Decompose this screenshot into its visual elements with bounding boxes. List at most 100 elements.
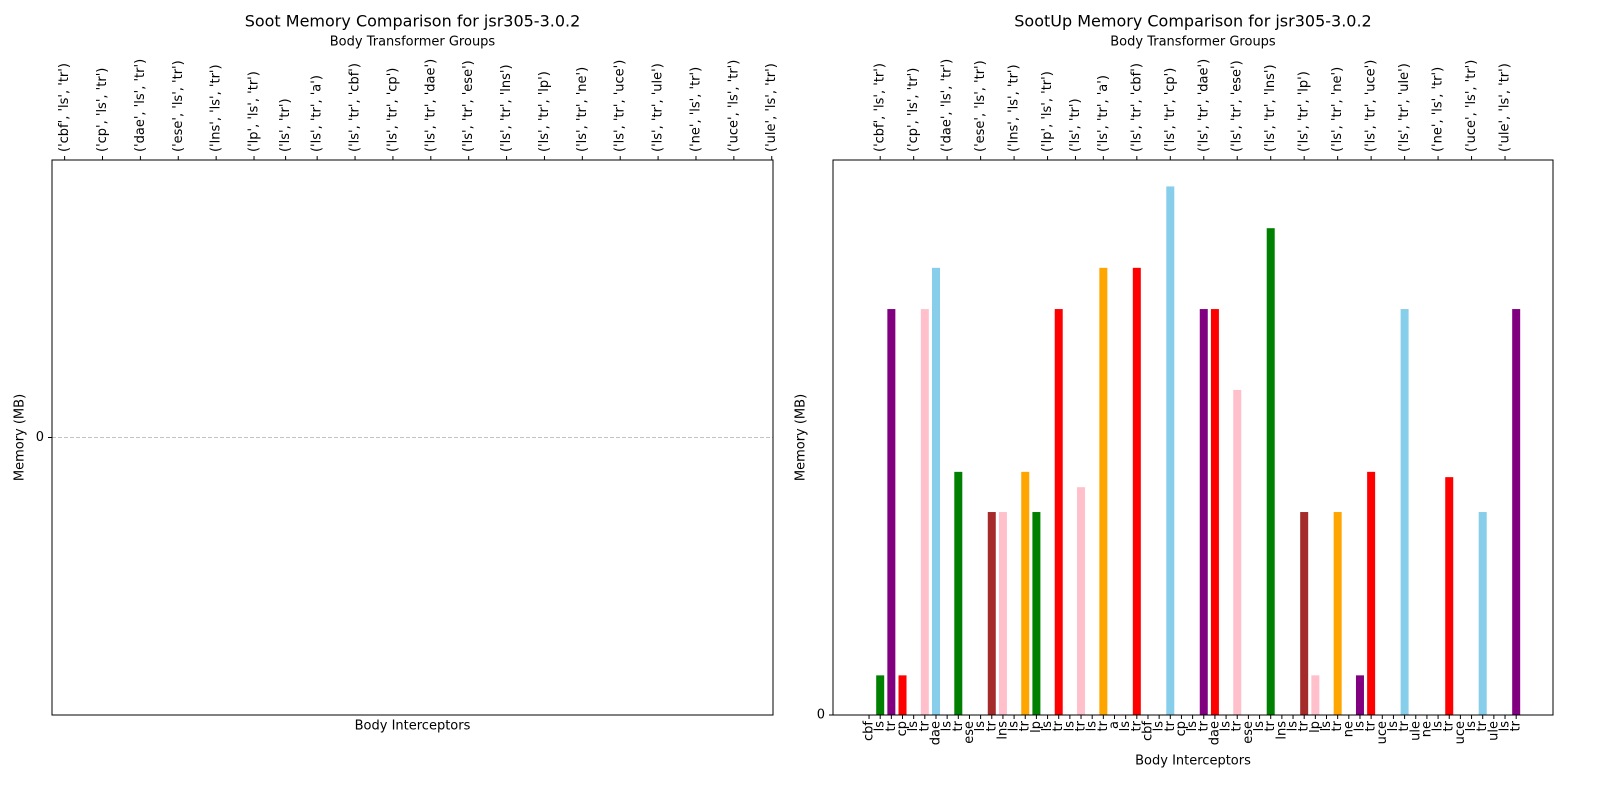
x-tick-label: ls — [1007, 721, 1022, 732]
x-tick-label: ls — [1118, 721, 1133, 732]
x-tick-label: tr — [984, 720, 999, 731]
group-label: ('dae', 'ls', 'tr') — [133, 59, 148, 152]
group-label: ('ls', 'tr', 'cp') — [385, 68, 400, 152]
plot-frame — [832, 159, 1554, 716]
x-axis-label: Body Interceptors — [1135, 754, 1251, 769]
x-tick-label: tr — [1051, 720, 1066, 731]
x-tick-label: ls — [1085, 721, 1100, 732]
x-tick-label: tr — [1397, 720, 1412, 731]
chart-title: SootUp Memory Comparison for jsr305-3.0.… — [1014, 12, 1371, 31]
bar — [1333, 512, 1342, 715]
group-label: ('lp', 'ls', 'tr') — [247, 71, 262, 152]
group-label: ('ls', 'tr') — [1068, 98, 1083, 152]
x-tick-label: dae — [1207, 721, 1222, 745]
x-tick-label: ls — [973, 721, 988, 732]
group-label: ('ls', 'tr', 'cbf') — [348, 63, 363, 152]
group-label: ('ls', 'tr', 'dae') — [1196, 59, 1211, 152]
group-label: ('ls', 'tr', 'ese') — [461, 60, 476, 152]
group-label: ('ls', 'tr', 'a') — [1096, 75, 1111, 152]
x-tick-label: ls — [940, 721, 955, 732]
x-tick-label: cp — [1174, 721, 1189, 736]
x-tick-label: uce — [1375, 721, 1390, 744]
x-tick-label: lns — [1274, 721, 1289, 740]
group-label: ('uce', 'ls', 'tr') — [726, 60, 741, 152]
top-axis-label: Body Transformer Groups — [1110, 35, 1276, 50]
bar — [1478, 512, 1487, 715]
bar — [1099, 267, 1108, 715]
x-tick-label: tr — [1230, 720, 1245, 731]
top-axis-label: Body Transformer Groups — [330, 35, 496, 50]
group-label: ('ls', 'tr', 'lns') — [499, 64, 514, 152]
plot-frame — [51, 159, 774, 716]
x-tick-label: ese — [1241, 721, 1256, 744]
bar — [1300, 512, 1309, 715]
group-label: ('ls', 'tr', 'uce') — [613, 60, 628, 152]
x-tick-label: ls — [1152, 721, 1167, 732]
chart-title: Soot Memory Comparison for jsr305-3.0.2 — [245, 12, 581, 31]
group-label: ('ls', 'tr', 'cbf') — [1129, 63, 1144, 152]
x-axis-label: Body Interceptors — [355, 719, 471, 734]
x-tick-label: ls — [873, 721, 888, 732]
x-tick-label: ne — [1419, 721, 1434, 737]
x-tick-label: tr — [1018, 720, 1033, 731]
group-label: ('ls', 'tr', 'lp') — [1297, 71, 1312, 152]
bar — [1199, 309, 1208, 715]
group-label: ('ese', 'ls', 'tr') — [171, 60, 186, 152]
x-tick-label: cbf — [1140, 721, 1155, 741]
bar — [1445, 477, 1454, 715]
x-tick-label: cp — [895, 721, 910, 736]
bar — [1032, 512, 1041, 715]
x-tick-label: tr — [884, 720, 899, 731]
group-label: ('uce', 'ls', 'tr') — [1464, 60, 1479, 152]
x-tick-label: tr — [1096, 720, 1111, 731]
group-label: ('ls', 'tr', 'cp') — [1163, 68, 1178, 152]
x-tick-label: ls — [1319, 721, 1334, 732]
x-tick-label: tr — [1475, 720, 1490, 731]
group-label: ('ls', 'tr', 'dae') — [423, 59, 438, 152]
bar — [987, 512, 996, 715]
x-tick-label: ls — [1286, 721, 1301, 732]
x-tick-label: lp — [1308, 721, 1323, 733]
x-tick-label: tr — [1163, 720, 1178, 731]
group-label: ('ne', 'ls', 'tr') — [688, 67, 703, 152]
bar — [1166, 186, 1175, 715]
group-label: ('cbf', 'ls', 'tr') — [873, 63, 888, 152]
bar — [1054, 309, 1063, 715]
group-label: ('cp', 'ls', 'tr') — [95, 68, 110, 152]
group-label: ('ls', 'tr', 'ule') — [1397, 63, 1412, 152]
group-label: ('cp', 'ls', 'tr') — [906, 68, 921, 152]
group-label: ('ule', 'ls', 'tr') — [764, 63, 779, 152]
group-label: ('lns', 'ls', 'tr') — [209, 64, 224, 152]
bar — [1210, 309, 1219, 715]
bar — [1233, 389, 1242, 715]
x-tick-label: ese — [962, 721, 977, 744]
group-label: ('ne', 'ls', 'tr') — [1431, 67, 1446, 152]
x-tick-label: ls — [1464, 721, 1479, 732]
bar — [1021, 471, 1030, 715]
group-label: ('ule', 'ls', 'tr') — [1498, 63, 1513, 152]
bar — [1512, 309, 1521, 715]
x-tick-label: tr — [1442, 720, 1457, 731]
group-label: ('lp', 'ls', 'tr') — [1040, 71, 1055, 152]
x-tick-label: dae — [928, 721, 943, 745]
x-tick-label: a — [1107, 721, 1122, 729]
bar — [898, 675, 907, 715]
bar — [1355, 675, 1364, 715]
x-tick-label: tr — [1509, 720, 1524, 731]
bar — [920, 309, 929, 715]
bar — [931, 267, 940, 715]
x-tick-label: ls — [1352, 721, 1367, 732]
x-tick-label: uce — [1453, 721, 1468, 744]
bar — [1077, 487, 1086, 715]
group-label: ('ls', 'tr', 'uce') — [1364, 60, 1379, 152]
x-tick-label: ls — [1431, 721, 1446, 732]
x-tick-label: ls — [1219, 721, 1234, 732]
x-tick-label: ls — [1498, 721, 1513, 732]
group-label: ('ls', 'tr', 'lns') — [1263, 64, 1278, 152]
x-tick-label: lns — [995, 721, 1010, 740]
group-label: ('lns', 'ls', 'tr') — [1007, 64, 1022, 152]
x-tick-label: ule — [1408, 721, 1423, 741]
group-label: ('ese', 'ls', 'tr') — [973, 60, 988, 152]
group-label: ('ls', 'tr', 'lp') — [537, 71, 552, 152]
